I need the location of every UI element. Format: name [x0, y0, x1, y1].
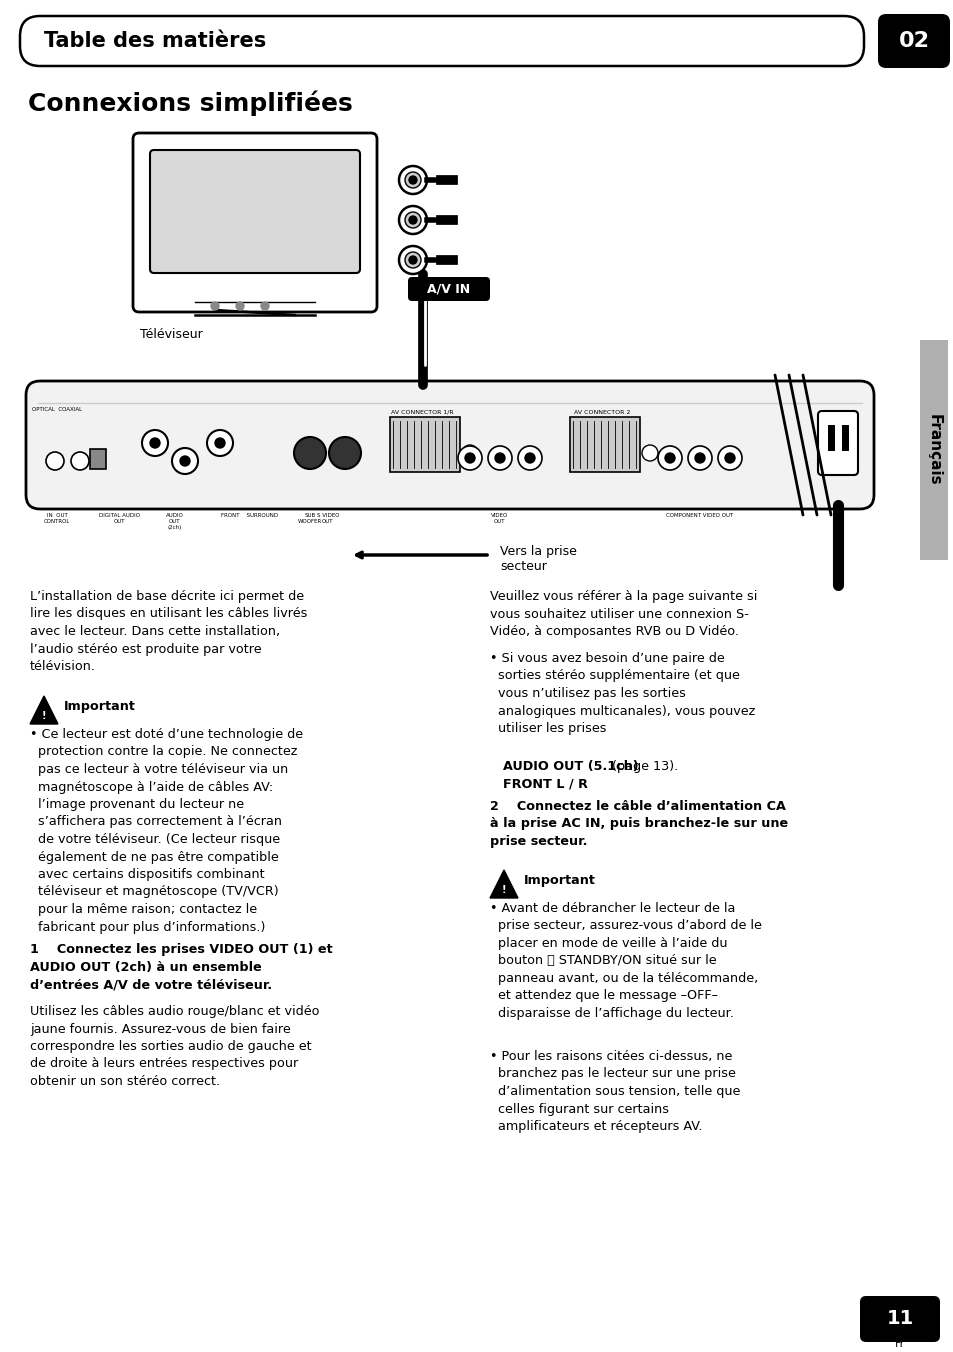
Text: Utilisez les câbles audio rouge/blanc et vidéo
jaune fournis. Assurez-vous de bi: Utilisez les câbles audio rouge/blanc et… — [30, 1005, 319, 1088]
Circle shape — [142, 430, 168, 456]
Text: Téléviseur: Téléviseur — [140, 329, 203, 341]
Text: AV CONNECTOR 1/R: AV CONNECTOR 1/R — [391, 410, 453, 415]
Text: 2    Connectez le câble d’alimentation CA
à la prise AC IN, puis branchez-le sur: 2 Connectez le câble d’alimentation CA à… — [490, 800, 787, 848]
Text: (page 13).: (page 13). — [607, 760, 678, 773]
Circle shape — [641, 445, 658, 461]
Circle shape — [517, 446, 541, 470]
Circle shape — [71, 452, 89, 470]
FancyBboxPatch shape — [132, 132, 376, 312]
FancyBboxPatch shape — [150, 150, 359, 273]
Bar — [841, 425, 848, 452]
Text: L’installation de base décrite ici permet de
lire les disques en utilisant les c: L’installation de base décrite ici perme… — [30, 589, 307, 673]
Text: AUDIO OUT (5.1ch)
FRONT L / R: AUDIO OUT (5.1ch) FRONT L / R — [502, 760, 638, 791]
Text: AUDIO OUT (2ch) à un ensemble: AUDIO OUT (2ch) à un ensemble — [30, 961, 261, 973]
Text: Fr: Fr — [894, 1338, 904, 1349]
Circle shape — [398, 246, 427, 274]
Circle shape — [461, 445, 477, 461]
Text: Veuillez vous référer à la page suivante si
vous souhaitez utiliser une connexio: Veuillez vous référer à la page suivante… — [490, 589, 757, 638]
Text: • Si vous avez besoin d’une paire de
  sorties stéréo supplémentaire (et que
  v: • Si vous avez besoin d’une paire de sor… — [490, 652, 755, 735]
Circle shape — [329, 437, 360, 469]
FancyBboxPatch shape — [408, 277, 490, 301]
Circle shape — [687, 446, 711, 470]
Circle shape — [172, 448, 198, 475]
Text: Français: Français — [925, 414, 941, 485]
Text: • Avant de débrancher le lecteur de la
  prise secteur, assurez-vous d’abord de : • Avant de débrancher le lecteur de la p… — [490, 902, 761, 1019]
Polygon shape — [30, 696, 58, 725]
Text: Connexions simplifiées: Connexions simplifiées — [28, 91, 353, 115]
Text: • Ce lecteur est doté d’une technologie de
  protection contre la copie. Ne conn: • Ce lecteur est doté d’une technologie … — [30, 727, 303, 933]
Circle shape — [409, 176, 416, 184]
Text: Important: Important — [523, 873, 596, 887]
Circle shape — [214, 438, 225, 448]
FancyBboxPatch shape — [20, 16, 863, 66]
FancyBboxPatch shape — [877, 14, 949, 68]
Circle shape — [457, 446, 481, 470]
Circle shape — [405, 212, 420, 228]
FancyBboxPatch shape — [390, 416, 459, 472]
Text: 11: 11 — [885, 1310, 913, 1329]
Circle shape — [150, 438, 160, 448]
Text: OPTICAL  COAXIAL: OPTICAL COAXIAL — [31, 407, 82, 412]
Circle shape — [211, 301, 219, 310]
Circle shape — [235, 301, 244, 310]
Circle shape — [398, 166, 427, 193]
Text: 1    Connectez les prises VIDEO OUT (1) et: 1 Connectez les prises VIDEO OUT (1) et — [30, 942, 333, 956]
Text: Vers la prise
secteur: Vers la prise secteur — [499, 545, 577, 573]
Text: IN  OUT
CONTROL: IN OUT CONTROL — [44, 512, 71, 523]
Circle shape — [294, 437, 326, 469]
Bar — [90, 449, 106, 469]
Circle shape — [405, 172, 420, 188]
Circle shape — [488, 446, 512, 470]
FancyBboxPatch shape — [817, 411, 857, 475]
Circle shape — [180, 456, 190, 466]
Text: VIDEO
OUT: VIDEO OUT — [491, 512, 508, 523]
Text: 02: 02 — [898, 31, 928, 51]
Circle shape — [695, 453, 704, 462]
Circle shape — [724, 453, 734, 462]
Text: FRONT    SURROUND: FRONT SURROUND — [221, 512, 278, 518]
Circle shape — [524, 453, 535, 462]
Text: Table des matières: Table des matières — [44, 31, 266, 51]
Text: !: ! — [42, 711, 46, 721]
Text: A/V IN: A/V IN — [427, 283, 470, 296]
Polygon shape — [490, 869, 517, 898]
Text: d’entrées A/V de votre téléviseur.: d’entrées A/V de votre téléviseur. — [30, 979, 272, 992]
Circle shape — [46, 452, 64, 470]
Circle shape — [718, 446, 741, 470]
Circle shape — [398, 206, 427, 234]
Bar — [827, 425, 834, 452]
Circle shape — [405, 251, 420, 268]
FancyBboxPatch shape — [569, 416, 639, 472]
Text: • Pour les raisons citées ci-dessus, ne
  branchez pas le lecteur sur une prise
: • Pour les raisons citées ci-dessus, ne … — [490, 1051, 740, 1133]
FancyBboxPatch shape — [919, 339, 947, 560]
Text: DIGITAL AUDIO
OUT: DIGITAL AUDIO OUT — [99, 512, 140, 523]
Circle shape — [409, 216, 416, 224]
Circle shape — [207, 430, 233, 456]
Circle shape — [495, 453, 504, 462]
Text: AV CONNECTOR 2: AV CONNECTOR 2 — [573, 410, 630, 415]
FancyBboxPatch shape — [859, 1297, 939, 1343]
Text: COMPONENT VIDEO OUT: COMPONENT VIDEO OUT — [666, 512, 733, 518]
FancyBboxPatch shape — [26, 381, 873, 508]
Text: AUDIO
OUT
(2ch): AUDIO OUT (2ch) — [166, 512, 184, 530]
Text: SUB
WOOFER: SUB WOOFER — [297, 512, 322, 523]
Text: !: ! — [501, 886, 506, 895]
Circle shape — [409, 256, 416, 264]
Circle shape — [261, 301, 269, 310]
Circle shape — [664, 453, 675, 462]
Text: Important: Important — [64, 700, 135, 713]
Circle shape — [658, 446, 681, 470]
Circle shape — [464, 453, 475, 462]
Text: S VIDEO
OUT: S VIDEO OUT — [316, 512, 339, 523]
